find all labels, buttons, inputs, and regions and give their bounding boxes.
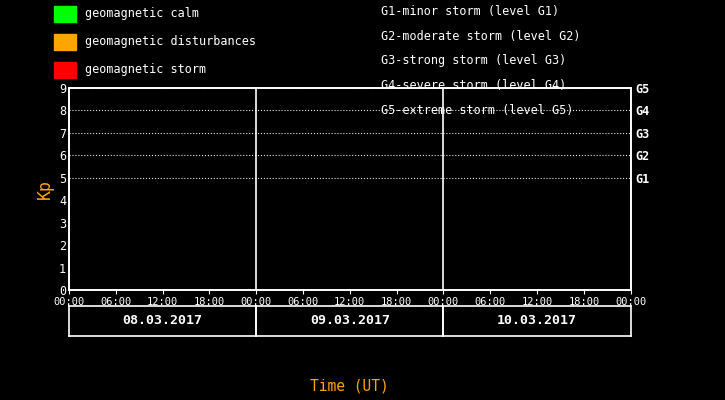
Text: 10.03.2017: 10.03.2017 bbox=[497, 314, 577, 328]
Text: G5-extreme storm (level G5): G5-extreme storm (level G5) bbox=[381, 104, 573, 117]
Text: Time (UT): Time (UT) bbox=[310, 378, 389, 394]
Text: geomagnetic storm: geomagnetic storm bbox=[85, 64, 206, 76]
Text: G3-strong storm (level G3): G3-strong storm (level G3) bbox=[381, 54, 566, 67]
Text: 09.03.2017: 09.03.2017 bbox=[310, 314, 390, 328]
Y-axis label: Kp: Kp bbox=[36, 179, 54, 199]
Text: G2-moderate storm (level G2): G2-moderate storm (level G2) bbox=[381, 30, 580, 42]
Text: G4-severe storm (level G4): G4-severe storm (level G4) bbox=[381, 79, 566, 92]
Text: G1-minor storm (level G1): G1-minor storm (level G1) bbox=[381, 5, 559, 18]
Text: geomagnetic disturbances: geomagnetic disturbances bbox=[85, 36, 256, 48]
Text: 08.03.2017: 08.03.2017 bbox=[123, 314, 202, 328]
Text: geomagnetic calm: geomagnetic calm bbox=[85, 8, 199, 20]
